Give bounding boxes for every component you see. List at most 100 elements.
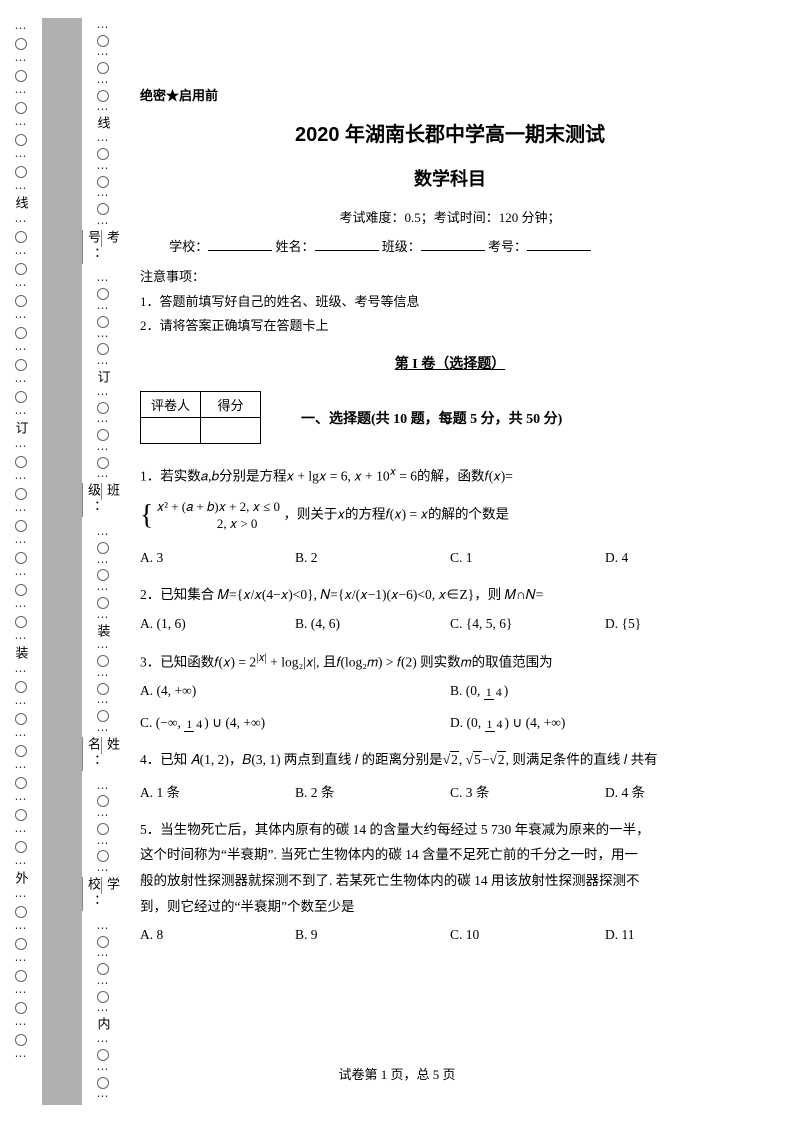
margin-dots: ⋯ <box>97 836 110 850</box>
margin-dots: ⋯ <box>97 274 110 288</box>
blank-class[interactable] <box>421 237 485 251</box>
q2-A[interactable]: A. (1, 6) <box>140 616 295 632</box>
q3-B[interactable]: B. (0, 14) <box>450 683 760 699</box>
q2-D[interactable]: D. {5} <box>605 616 760 632</box>
q4-C[interactable]: C. 3 条 <box>450 781 605 801</box>
margin-circle-icon <box>97 1048 109 1062</box>
margin-circle-icon <box>15 68 27 84</box>
q5-C[interactable]: C. 10 <box>450 927 605 943</box>
margin-circle-icon <box>97 287 109 301</box>
q3: 3．已知函数𝑓(𝑥) = 2|𝑥| + log₂|𝑥|, 且𝑓(log₂𝑚) >… <box>140 648 760 675</box>
margin-dots: ⋯ <box>97 582 110 596</box>
q1-stem2: ，则关于𝑥的方程𝑓(𝑥) = 𝑥的解的个数是 <box>283 507 509 522</box>
margin-label: 订 <box>12 421 31 438</box>
q4-D[interactable]: D. 4 条 <box>605 781 760 801</box>
margin-circle-icon <box>15 711 27 727</box>
margin-dots: ⋯ <box>15 373 28 389</box>
margin-dots: ⋯ <box>15 502 28 518</box>
section-title: 一、选择题(共 10 题，每题 5 分，共 50 分) <box>301 408 562 428</box>
q3-B-pre: B. (0, <box>450 683 484 698</box>
q5-l1: 5．当生物死亡后，其体内原有的碳 14 的含量大约每经过 5 730 年衰减为原… <box>140 822 650 837</box>
q1-piece-top: 𝑥² + (𝑎 + 𝑏)𝑥 + 2, 𝑥 ≤ 0 <box>157 499 280 514</box>
q5-D[interactable]: D. 11 <box>605 927 760 943</box>
margin-circle-icon <box>97 850 109 864</box>
margin-dots: ⋯ <box>15 341 28 357</box>
margin-circle-icon <box>97 61 109 75</box>
margin-dots: ⋯ <box>15 1048 28 1064</box>
q5-A[interactable]: A. 8 <box>140 927 295 943</box>
q3-C-post: ) ∪ (4, +∞) <box>204 715 265 730</box>
margin-circle-icon <box>97 315 109 329</box>
q5-l3: 般的放射性探测器就探测不到了. 若某死亡生物体内的碳 14 用该放射性探测器探测… <box>140 873 640 888</box>
q2-C[interactable]: C. {4, 5, 6} <box>450 616 605 632</box>
margin-dots: ⋯ <box>15 116 28 132</box>
margin-circle-icon <box>15 807 27 823</box>
margin-dots: ⋯ <box>97 610 110 624</box>
margin-dots: ⋯ <box>15 84 28 100</box>
score-blank2[interactable] <box>201 418 261 444</box>
blank-id[interactable] <box>527 237 591 251</box>
q3-A[interactable]: A. (4, +∞) <box>140 683 450 699</box>
margin-circle-icon <box>97 935 109 949</box>
margin-dots: ⋯ <box>97 1004 110 1018</box>
margin-circle-icon <box>15 679 27 695</box>
margin-dots: ⋯ <box>97 949 110 963</box>
q3-C-den: 4 <box>194 717 204 731</box>
notes: 注意事项： 1．答题前填写好自己的姓名、班级、考号等信息 2．请将答案正确填写在… <box>140 265 760 339</box>
margin-circle-icon <box>97 401 109 415</box>
margin-circle-icon <box>97 541 109 555</box>
q1-C[interactable]: C. 1 <box>450 550 605 566</box>
q4-A[interactable]: A. 1 条 <box>140 781 295 801</box>
q1-A[interactable]: A. 3 <box>140 550 295 566</box>
label-class: 班级： <box>382 239 421 254</box>
margin-dots: ⋯ <box>97 387 110 401</box>
margin-dots: ⋯ <box>97 641 110 655</box>
margin-circle-icon <box>15 389 27 405</box>
margin-dots: ⋯ <box>97 863 110 877</box>
margin-dots: ⋯ <box>97 1089 110 1103</box>
margin-circle-icon <box>15 261 27 277</box>
q5-l2: 这个时间称为“半衰期”. 当死亡生物体内的碳 14 含量不足死亡前的千分之一时，… <box>140 847 638 862</box>
margin-dots: ⋯ <box>15 920 28 936</box>
margin-circle-icon <box>97 428 109 442</box>
q2-B[interactable]: B. (4, 6) <box>295 616 450 632</box>
content: 绝密★启用前 2020 年湖南长郡中学高一期末测试 数学科目 考试难度：0.5；… <box>140 40 760 959</box>
margin-dots: ⋯ <box>15 20 28 36</box>
margin-circle-icon <box>15 904 27 920</box>
q2: 2．已知集合 𝑀={𝑥/𝑥(4−𝑥)<0}, 𝑁={𝑥/(𝑥−1)(𝑥−6)<0… <box>140 582 760 608</box>
margin-circle-icon <box>97 89 109 103</box>
q4-B[interactable]: B. 2 条 <box>295 781 450 801</box>
q3-D-pre: D. (0, <box>450 715 485 730</box>
margin-circle-icon <box>97 654 109 668</box>
part1-title: 第 I 卷（选择题） <box>140 353 760 373</box>
notes-heading: 注意事项： <box>140 265 760 290</box>
score-blank1[interactable] <box>141 418 201 444</box>
q3-D[interactable]: D. (0, 14) ∪ (4, +∞) <box>450 715 760 731</box>
label-name: 姓名： <box>276 239 315 254</box>
margin-circle-icon <box>97 147 109 161</box>
margin-label: 线 <box>94 116 113 133</box>
margin-dots: ⋯ <box>15 663 28 679</box>
q3-D-num: 1 <box>485 717 495 732</box>
q5-B[interactable]: B. 9 <box>295 927 450 943</box>
margin-dots: ⋯ <box>97 20 110 34</box>
margin-circle-icon <box>97 202 109 216</box>
blank-name[interactable] <box>315 237 379 251</box>
q3-B-post: ) <box>504 683 509 698</box>
margin-label: 班级： <box>84 483 122 527</box>
margin-dots: ⋯ <box>97 216 110 230</box>
margin-dots: ⋯ <box>15 277 28 293</box>
margin-label: 外 <box>12 871 31 888</box>
q1-B[interactable]: B. 2 <box>295 550 450 566</box>
margin-circle-icon <box>15 936 27 952</box>
margin-circle-icon <box>15 1000 27 1016</box>
q3-C[interactable]: C. (−∞, 14) ∪ (4, +∞) <box>140 715 450 731</box>
blank-school[interactable] <box>208 237 272 251</box>
q1-D[interactable]: D. 4 <box>605 550 760 566</box>
margin-label: 姓名： <box>84 737 122 781</box>
q3-sup: |𝑥| <box>256 652 267 664</box>
margin-dots: ⋯ <box>97 808 110 822</box>
margin-dots: ⋯ <box>15 823 28 839</box>
margin-dots: ⋯ <box>97 555 110 569</box>
margin-circle-icon <box>15 454 27 470</box>
